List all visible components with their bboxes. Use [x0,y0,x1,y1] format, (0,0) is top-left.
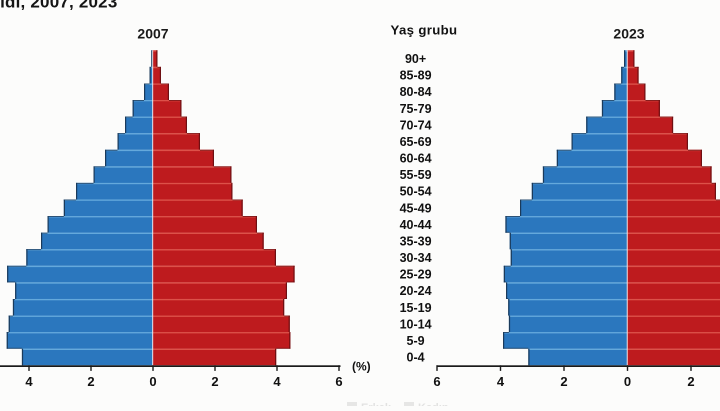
svg-text:0: 0 [149,374,156,389]
svg-text:80-84: 80-84 [400,85,432,99]
svg-text:50-54: 50-54 [400,185,432,199]
svg-text:Kadın: Kadın [418,402,449,406]
svg-text:75-79: 75-79 [400,102,432,116]
svg-text:35-39: 35-39 [400,235,432,249]
svg-text:60-64: 60-64 [400,152,432,166]
svg-text:2: 2 [687,374,694,389]
svg-text:20-24: 20-24 [400,284,432,298]
svg-text:2023: 2023 [613,26,644,42]
svg-text:(%): (%) [352,360,371,374]
svg-text:Erkek: Erkek [361,402,392,406]
svg-text:90+: 90+ [405,52,426,66]
svg-text:Yaş grubu: Yaş grubu [391,22,458,37]
svg-text:85-89: 85-89 [400,69,432,83]
svg-text:25-29: 25-29 [400,268,432,282]
svg-text:2: 2 [211,374,218,389]
svg-text:4: 4 [25,374,33,389]
svg-text:0: 0 [624,374,631,389]
svg-text:10-14: 10-14 [400,317,432,331]
svg-text:70-74: 70-74 [400,118,432,132]
svg-text:2007: 2007 [137,26,168,42]
svg-text:65-69: 65-69 [400,135,432,149]
svg-text:2: 2 [560,374,567,389]
svg-text:40-44: 40-44 [400,218,432,232]
svg-text:55-59: 55-59 [400,168,432,182]
svg-text:6: 6 [433,374,440,389]
svg-text:0-4: 0-4 [407,351,425,365]
svg-text:2: 2 [87,374,94,389]
svg-text:5-9: 5-9 [407,334,425,348]
svg-text:6: 6 [335,374,342,389]
svg-text:Nüfus piramidi, 2007, 2023: Nüfus piramidi, 2007, 2023 [0,0,118,11]
svg-text:30-34: 30-34 [400,251,432,265]
svg-text:4: 4 [497,374,505,389]
svg-text:45-49: 45-49 [400,201,432,215]
svg-text:15-19: 15-19 [400,301,432,315]
svg-text:4: 4 [273,374,281,389]
